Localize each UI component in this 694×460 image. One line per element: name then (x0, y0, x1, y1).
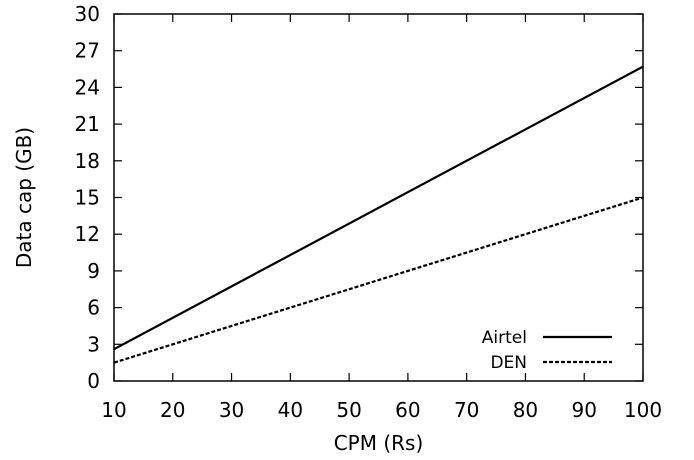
x-tick-label: 30 (219, 398, 244, 422)
x-tick-label: 70 (454, 398, 479, 422)
legend-label-airtel: Airtel (482, 328, 527, 348)
x-tick-label: 40 (278, 398, 303, 422)
x-tick-label: 100 (624, 398, 662, 422)
series-line-den (113, 196, 644, 364)
legend-label-den: DEN (490, 353, 527, 373)
y-axis-title: Data cap (GB) (12, 127, 36, 268)
series-line-airtel (113, 65, 644, 351)
x-tick-label: 20 (160, 398, 185, 422)
y-tick-label: 12 (75, 222, 100, 246)
plot-frame (113, 13, 644, 382)
legend: Airtel DEN (482, 328, 612, 373)
x-tick-label: 90 (571, 398, 596, 422)
y-tick-label: 24 (75, 75, 100, 99)
y-tick-label: 30 (75, 2, 100, 26)
y-tick-label: 21 (75, 112, 100, 136)
x-tick-label: 50 (336, 398, 361, 422)
y-tick-label: 9 (87, 259, 100, 283)
x-tick-label: 10 (101, 398, 126, 422)
series-lines (113, 65, 644, 364)
tick-labels: 0 3 6 9 12 15 18 21 24 27 30 10 20 30 40 50 60 70 80 90 100 (75, 2, 663, 422)
y-tick-label: 15 (75, 186, 100, 210)
y-tick-label: 6 (87, 296, 100, 320)
y-tick-label: 0 (87, 369, 100, 393)
x-axis-title: CPM (Rs) (334, 431, 424, 455)
y-tick-label: 18 (75, 149, 100, 173)
x-tick-label: 80 (513, 398, 538, 422)
axis-ticks (113, 13, 644, 382)
x-tick-label: 60 (395, 398, 420, 422)
y-tick-label: 27 (75, 39, 100, 63)
y-tick-label: 3 (87, 332, 100, 356)
